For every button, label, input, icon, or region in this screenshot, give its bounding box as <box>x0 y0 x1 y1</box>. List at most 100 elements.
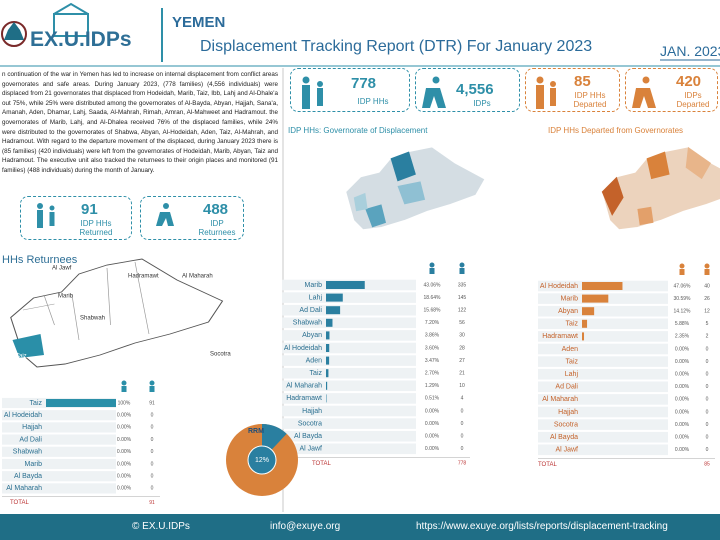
column-icon <box>149 380 155 386</box>
map-label: Al Jawf <box>52 266 72 272</box>
row-count: 0 <box>706 384 709 390</box>
row-pct: 0.00% <box>675 397 690 403</box>
map-displacement <box>345 146 486 231</box>
row-pct: 0.00% <box>675 346 690 352</box>
row-pct: 0.00% <box>117 425 132 431</box>
row-name: Ad Dali <box>299 307 322 314</box>
total-value: 85 <box>704 462 710 468</box>
row-count: 0 <box>706 372 709 378</box>
row-pct: 0.00% <box>675 384 690 390</box>
bar <box>326 369 329 378</box>
row-pct: 47.06% <box>674 283 692 289</box>
row-pct: 0.00% <box>425 421 440 427</box>
row-count: 27 <box>459 358 465 364</box>
row-name: Lahj <box>309 294 323 301</box>
stat-label: IDP HHs <box>357 97 389 106</box>
row-name: Taiz <box>566 321 579 328</box>
stat-value: 420 <box>676 73 702 90</box>
row-pct: 3.47% <box>425 358 440 364</box>
row-name: Al Jawf <box>299 446 322 453</box>
section-title: IDP HHs: Governorate of Displacement <box>288 126 428 135</box>
rrm-hole <box>247 445 277 475</box>
row-pct: 0.00% <box>675 359 690 365</box>
row-name: Taiz <box>566 358 579 365</box>
returned-label: IDP Returnees <box>198 219 236 237</box>
row-band <box>538 318 668 330</box>
logo-text: EX.U.IDPs <box>30 28 132 51</box>
bar <box>582 319 588 328</box>
row-count: 0 <box>151 449 154 455</box>
column-icon <box>679 263 685 269</box>
column-icon <box>149 386 155 392</box>
row-pct: 2.70% <box>425 371 440 377</box>
total-label: TOTAL <box>312 461 331 467</box>
row-pct: 15.68% <box>424 308 442 314</box>
row-pct: 0.00% <box>675 435 690 441</box>
column-icon <box>459 262 465 268</box>
row-count: 0 <box>151 437 154 443</box>
row-name: Lahj <box>565 371 579 378</box>
row-pct: 0.00% <box>675 409 690 415</box>
country: YEMEN <box>172 14 226 31</box>
row-band <box>538 331 668 342</box>
total-label: TOTAL <box>538 462 557 468</box>
row-band <box>282 342 416 354</box>
row-name: Hajjah <box>302 408 322 415</box>
row-pct: 18.64% <box>424 295 442 301</box>
row-pct: 0.00% <box>117 413 132 419</box>
row-count: 0 <box>706 447 709 453</box>
bar <box>326 356 330 365</box>
report-title: Displacement Tracking Report (DTR) For J… <box>200 38 593 55</box>
stat-box: 4,556 IDPs <box>415 68 520 112</box>
row-count: 0 <box>706 435 709 441</box>
row-band <box>282 405 416 417</box>
stat-value: 4,556 <box>456 81 494 98</box>
row-pct: 30.59% <box>674 296 692 302</box>
row-name: Al Bayda <box>14 473 42 480</box>
row-count: 12 <box>704 309 710 315</box>
column-icon <box>121 386 127 392</box>
stat-box: 420 IDPs Departed <box>625 68 718 112</box>
footer-url[interactable]: https://www.exuye.org/lists/reports/disp… <box>416 521 668 532</box>
row-name: Aden <box>562 346 578 353</box>
logo-emblem <box>1 2 89 47</box>
row-band <box>282 304 416 316</box>
row-name: Marib <box>560 295 578 302</box>
row-pct: 3.60% <box>425 345 440 351</box>
row-name: Al Bayda <box>550 434 578 441</box>
intro-text: n continuation of the war in Yemen has l… <box>2 71 278 174</box>
row-band <box>2 483 116 494</box>
row-band <box>282 430 416 442</box>
row-pct: 43.06% <box>424 282 442 288</box>
row-count: 40 <box>704 283 710 289</box>
row-pct: 2.35% <box>675 334 690 340</box>
row-name: Al Bayda <box>294 433 322 440</box>
bar <box>326 381 328 390</box>
row-pct: 0.00% <box>117 449 132 455</box>
row-band <box>538 431 668 443</box>
bar <box>582 332 585 341</box>
returned-value: 91 <box>81 201 98 218</box>
row-band <box>538 381 668 393</box>
row-name: Al Jawf <box>555 447 578 454</box>
row-band <box>282 418 416 429</box>
row-name: Marib <box>24 461 42 468</box>
row-band <box>282 292 416 303</box>
row-name: Socotra <box>554 421 578 428</box>
row-band <box>538 305 668 317</box>
row-band <box>2 458 116 470</box>
row-pct: 0.00% <box>117 461 132 467</box>
footer-email[interactable]: info@exuye.org <box>270 521 341 532</box>
row-name: Abyan <box>558 308 578 315</box>
row-count: 145 <box>458 295 467 301</box>
row-pct: 0.00% <box>117 486 132 492</box>
row-band <box>538 406 668 418</box>
row-name: Hadramawt <box>286 395 322 402</box>
section-title: IDP HHs Departed from Governorates <box>548 126 684 135</box>
row-band <box>2 410 116 421</box>
returned-label: IDP HHs Returned <box>79 219 113 237</box>
row-count: 30 <box>459 333 465 339</box>
map-label: Al Maharah <box>182 274 213 280</box>
bar <box>326 344 330 352</box>
